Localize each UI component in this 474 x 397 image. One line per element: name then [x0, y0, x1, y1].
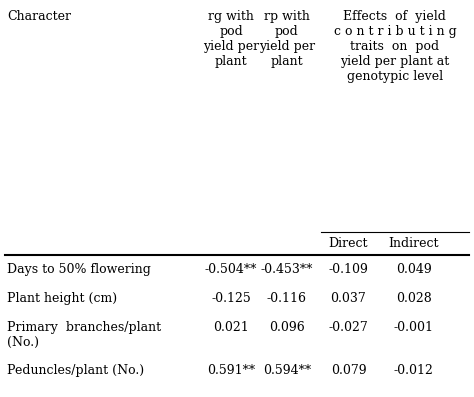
Text: rg with
pod
yield per
plant: rg with pod yield per plant	[203, 10, 259, 68]
Text: 0.096: 0.096	[269, 321, 305, 334]
Text: 0.079: 0.079	[331, 364, 366, 377]
Text: Primary  branches/plant
(No.): Primary branches/plant (No.)	[7, 321, 161, 349]
Text: Indirect: Indirect	[388, 237, 439, 251]
Text: -0.109: -0.109	[328, 263, 368, 276]
Text: 0.591**: 0.591**	[207, 364, 255, 377]
Text: 0.021: 0.021	[213, 321, 249, 334]
Text: -0.012: -0.012	[393, 364, 433, 377]
Text: Days to 50% flowering: Days to 50% flowering	[7, 263, 151, 276]
Text: Direct: Direct	[329, 237, 368, 251]
Text: -0.453**: -0.453**	[261, 263, 313, 276]
Text: -0.001: -0.001	[393, 321, 434, 334]
Text: -0.504**: -0.504**	[205, 263, 257, 276]
Text: 0.049: 0.049	[396, 263, 431, 276]
Text: Peduncles/plant (No.): Peduncles/plant (No.)	[7, 364, 144, 377]
Text: Character: Character	[7, 10, 71, 23]
Text: -0.125: -0.125	[211, 292, 251, 305]
Text: -0.027: -0.027	[328, 321, 368, 334]
Text: rp with
pod
yield per
plant: rp with pod yield per plant	[259, 10, 315, 68]
Text: Effects  of  yield
c o n t r i b u t i n g
traits  on  pod
yield per plant at
ge: Effects of yield c o n t r i b u t i n g…	[334, 10, 456, 83]
Text: 0.594**: 0.594**	[263, 364, 311, 377]
Text: -0.116: -0.116	[267, 292, 307, 305]
Text: Plant height (cm): Plant height (cm)	[7, 292, 117, 305]
Text: 0.028: 0.028	[396, 292, 431, 305]
Text: 0.037: 0.037	[330, 292, 366, 305]
